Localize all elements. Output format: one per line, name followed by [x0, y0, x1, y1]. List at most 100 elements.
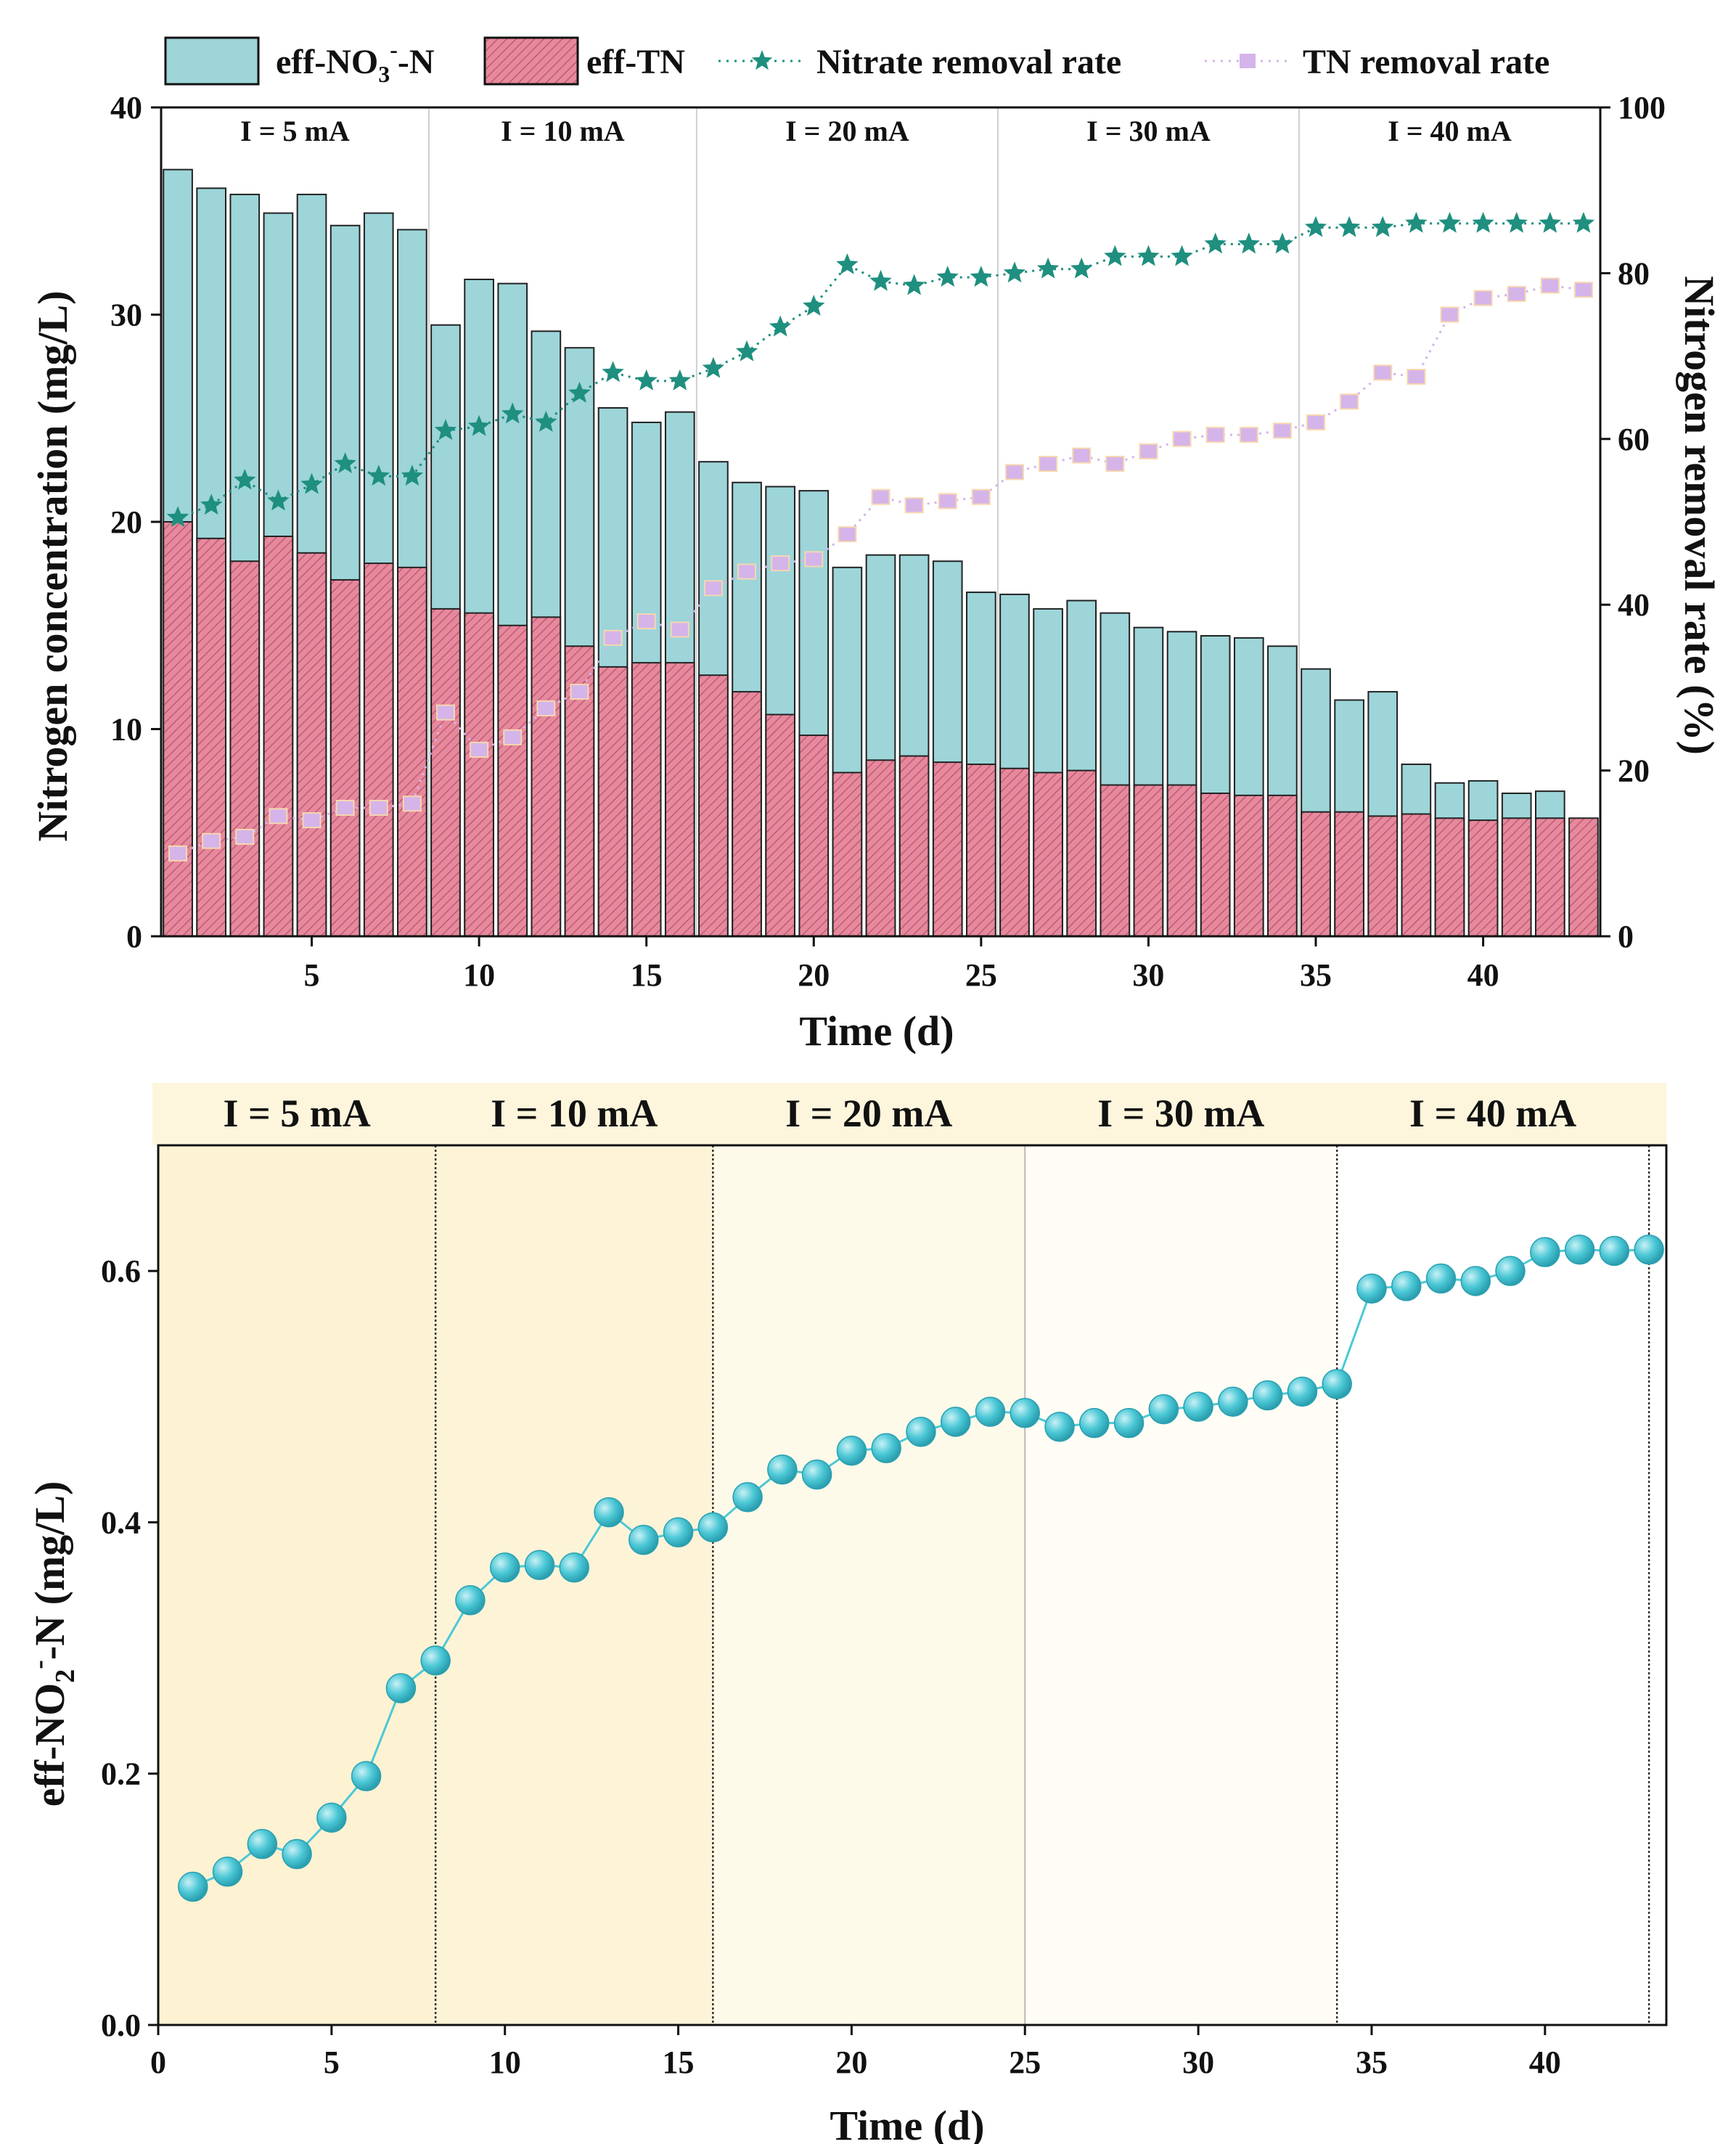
- bottom-chart: I = 5 mA I = 10 mA I = 20 mA I = 30 mA I = 4…: [24, 1083, 1668, 2144]
- nitrate-rate-point: [1505, 211, 1528, 233]
- nitrate-rate-point: [1438, 211, 1461, 233]
- nitrate-rate-point: [200, 494, 223, 515]
- tn-rate-point: [402, 795, 422, 812]
- x-tick-label: 25: [1009, 2045, 1041, 2080]
- bar-tn: [1434, 817, 1465, 938]
- bar-tn: [765, 713, 795, 937]
- nitrate-rate-point: [1003, 261, 1026, 283]
- bar-tn: [1334, 811, 1364, 937]
- nitrate-rate-point: [735, 340, 758, 361]
- nitrate-rate-point: [602, 361, 624, 382]
- y-tick-label: 0.0: [101, 2008, 141, 2043]
- no2-point: [767, 1454, 798, 1485]
- no2-point: [975, 1396, 1006, 1427]
- nitrate-rate-point: [501, 402, 524, 424]
- no2-point: [1530, 1237, 1560, 1267]
- legend-tnrate-marker: [1205, 54, 1292, 68]
- bar-tn: [430, 607, 461, 937]
- nitrate-rate-point: [1104, 245, 1126, 266]
- y2-tick-label: 80: [1618, 255, 1650, 291]
- bar-tn: [732, 691, 762, 937]
- bar-tn: [464, 612, 494, 937]
- x-tick-label: 5: [304, 957, 320, 993]
- top-y2-axis-title: Nitrogen removal rate (%): [1676, 276, 1723, 755]
- no2-point: [178, 1871, 208, 1902]
- no2-point: [1044, 1412, 1075, 1442]
- nitrate-rate-point: [467, 414, 491, 436]
- no2-point: [1148, 1394, 1179, 1425]
- no2-point: [489, 1552, 520, 1583]
- x-tick-label: 35: [1356, 2045, 1388, 2080]
- nitrate-rate-point: [234, 468, 256, 490]
- bar-tn: [1166, 784, 1197, 937]
- bar-tn: [1367, 815, 1399, 938]
- nitrate-rate-point: [702, 356, 725, 378]
- tn-rate-point: [1139, 443, 1158, 459]
- nitrate-rate-point: [936, 266, 959, 287]
- no2-point: [1287, 1376, 1318, 1407]
- phase-label: I = 5 mA: [223, 1092, 370, 1135]
- tn-rate-point: [804, 551, 824, 568]
- tn-rate-point: [369, 799, 388, 816]
- nitrate-rate-point: [635, 369, 658, 390]
- tn-rate-point: [1105, 456, 1125, 472]
- x-tick-label: 25: [965, 957, 997, 993]
- tn-rate-point: [1573, 282, 1593, 298]
- bar-tn: [263, 535, 294, 937]
- y2-tick-label: 20: [1618, 753, 1650, 789]
- tn-rate-point: [636, 613, 656, 630]
- no2-point: [1113, 1407, 1145, 1439]
- tn-rate-point: [1540, 277, 1560, 294]
- y2-tick-label: 40: [1618, 587, 1650, 623]
- no2-point: [1356, 1273, 1387, 1304]
- nitrate-rate-point: [300, 472, 323, 494]
- x-tick-label: 35: [1300, 957, 1332, 993]
- tn-rate-point: [871, 488, 890, 505]
- nitrate-rate-point: [1204, 232, 1227, 254]
- no2-point: [629, 1524, 659, 1555]
- nitrate-rate-point: [434, 419, 457, 441]
- x-tick-label: 5: [324, 2045, 340, 2080]
- bar-tn: [163, 521, 193, 937]
- nitrate-rate-point: [869, 269, 892, 291]
- tn-rate-point: [771, 555, 790, 572]
- nitrate-rate-point: [1572, 211, 1595, 233]
- tn-rate-point: [838, 526, 857, 543]
- bar-tn: [1501, 817, 1532, 938]
- no2-point: [247, 1828, 278, 1859]
- bar-tn: [296, 552, 327, 937]
- phase-label: I = 20 mA: [785, 1092, 952, 1135]
- no2-point: [420, 1645, 451, 1676]
- nitrate-rate-point: [769, 315, 792, 337]
- tn-rate-point: [737, 563, 757, 580]
- tn-rate-point: [435, 704, 455, 721]
- bar-tn: [1200, 793, 1231, 937]
- tn-rate-point: [603, 629, 623, 646]
- tn-rate-point: [1473, 290, 1493, 306]
- tn-rate-point: [971, 488, 991, 505]
- phase-label: I = 40 mA: [1388, 115, 1512, 147]
- no2-point: [1599, 1235, 1630, 1267]
- nitrate-rate-point: [568, 382, 591, 403]
- phase-background: [435, 1145, 713, 2025]
- y-tick-label: 10: [110, 712, 142, 748]
- legend-no3-swatch: [164, 36, 260, 86]
- tn-rate-point: [1373, 364, 1393, 381]
- legend-nitrate-label: Nitrate removal rate: [816, 43, 1121, 81]
- x-tick-label: 10: [463, 957, 495, 993]
- no2-point: [871, 1433, 901, 1464]
- nitrate-rate-point: [1304, 216, 1327, 237]
- bar-tn: [497, 624, 528, 937]
- nitrate-rate-point: [970, 266, 993, 287]
- no2-point: [1460, 1266, 1491, 1296]
- nitrate-rate-point: [1472, 211, 1494, 233]
- phase-label: I = 40 mA: [1409, 1092, 1576, 1135]
- bar-tn: [229, 560, 261, 937]
- y2-tick-label: 100: [1618, 90, 1666, 126]
- tn-rate-point: [503, 729, 523, 745]
- bar-tn: [1401, 813, 1432, 938]
- no2-point: [697, 1512, 729, 1543]
- bar-tn: [1267, 794, 1298, 937]
- nitrate-rate-point: [367, 465, 390, 486]
